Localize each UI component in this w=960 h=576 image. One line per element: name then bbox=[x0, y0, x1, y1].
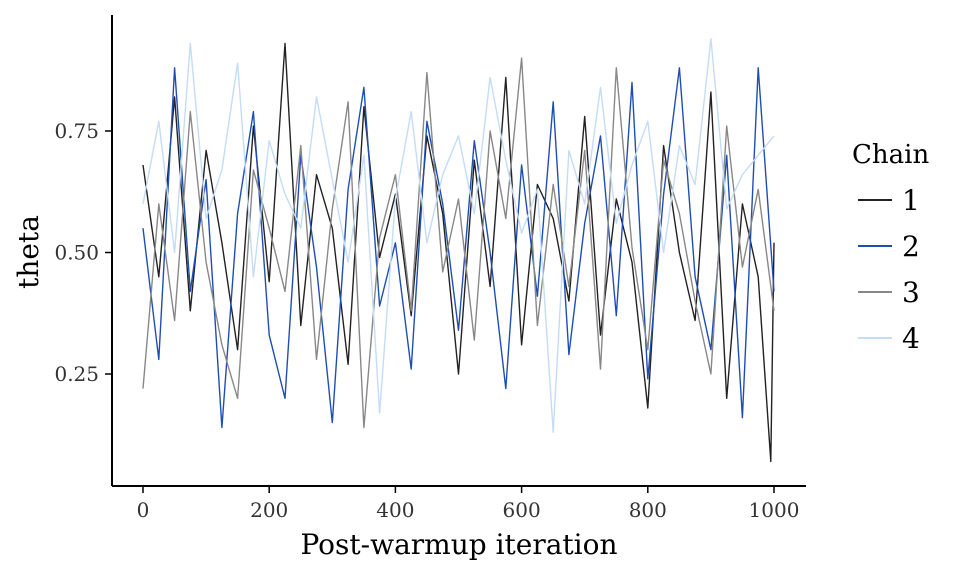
legend-label-chain-3: 3 bbox=[902, 276, 920, 309]
y-axis-title: theta bbox=[12, 215, 45, 289]
x-tick-label: 400 bbox=[376, 498, 414, 522]
legend: Chain 1 2 3 4 bbox=[852, 140, 929, 355]
y-tick-label: 0.75 bbox=[54, 119, 99, 143]
series-line-chain-2 bbox=[142, 67, 775, 429]
series-line-chain-4 bbox=[142, 38, 775, 433]
x-tick-label: 200 bbox=[250, 498, 288, 522]
x-tick-label: 0 bbox=[137, 498, 150, 522]
x-tick-label: 800 bbox=[629, 498, 667, 522]
series-line-chain-3 bbox=[142, 57, 775, 429]
legend-title: Chain bbox=[852, 140, 929, 170]
x-tick-label: 600 bbox=[503, 498, 541, 522]
legend-label-chain-4: 4 bbox=[902, 322, 920, 355]
x-tick-label: 1000 bbox=[749, 498, 800, 522]
series-layer bbox=[142, 38, 775, 463]
x-axis-title: Post-warmup iteration bbox=[300, 528, 617, 561]
x-axis-ticks: 0 200 400 600 800 1000 bbox=[137, 486, 800, 522]
legend-label-chain-1: 1 bbox=[902, 184, 920, 217]
y-axis-ticks: 0.25 0.50 0.75 bbox=[54, 119, 112, 386]
legend-label-chain-2: 2 bbox=[902, 230, 920, 263]
y-tick-label: 0.25 bbox=[54, 362, 99, 386]
y-tick-label: 0.50 bbox=[54, 241, 99, 265]
